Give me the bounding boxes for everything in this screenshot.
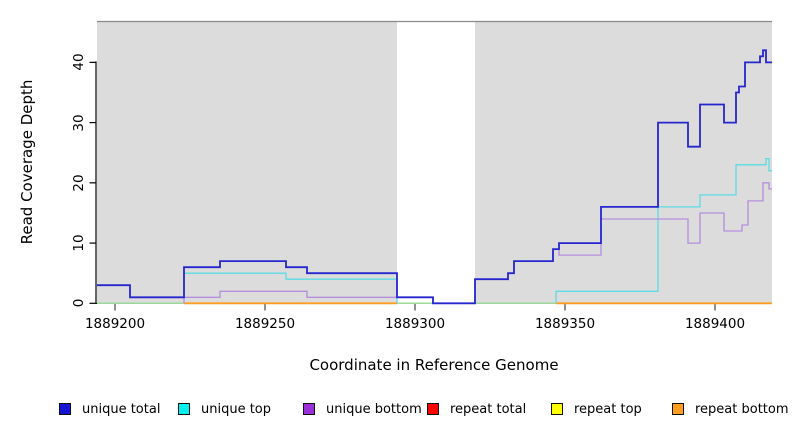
y-axis-title: Read Coverage Depth (18, 79, 36, 245)
y-tick-label: 10 (71, 234, 87, 252)
coverage-region-panel (97, 21, 397, 304)
y-tick-label: 20 (71, 174, 87, 192)
y-tick-label: 40 (71, 53, 87, 71)
y-tick-label: 0 (71, 299, 87, 308)
x-tick-label: 1889250 (234, 316, 296, 332)
coverage-region-panel (475, 21, 772, 304)
x-tick-label: 1889350 (534, 316, 596, 332)
x-tick-label: 1889200 (84, 316, 146, 332)
x-tick-label: 1889300 (384, 316, 446, 332)
y-tick-label: 30 (71, 114, 87, 132)
x-tick-label: 1889400 (684, 316, 746, 332)
series-unique-total (97, 49, 772, 305)
x-axis-title: Coordinate in Reference Genome (309, 356, 559, 374)
series-unique-top (555, 158, 772, 304)
